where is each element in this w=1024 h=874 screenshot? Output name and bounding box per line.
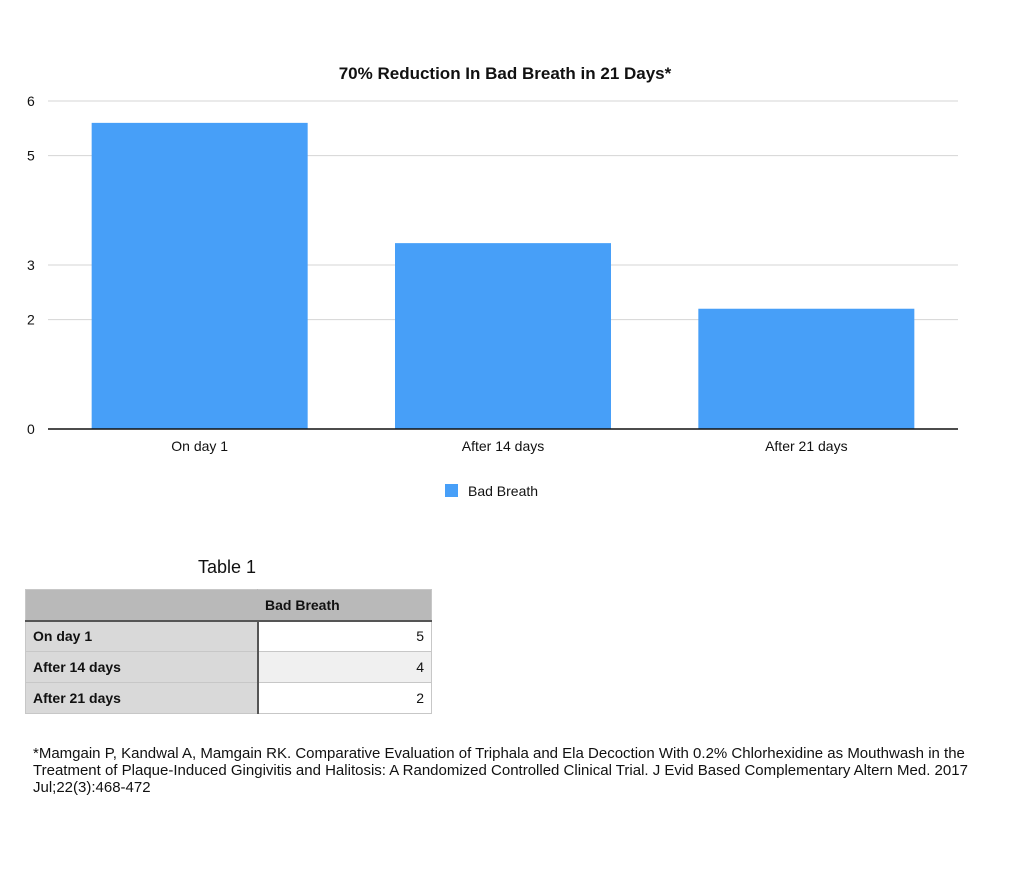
bar (395, 243, 611, 429)
x-axis-labels: On day 1 After 14 days After 21 days (171, 438, 847, 454)
table-header-row: Bad Breath (25, 589, 432, 622)
x-category-label: After 14 days (462, 438, 545, 454)
y-tick-label: 0 (27, 421, 35, 437)
bar (91, 122, 308, 429)
y-tick-label: 5 (27, 148, 35, 164)
table-row: On day 1 5 (25, 620, 432, 652)
table-cell-value: 2 (257, 682, 432, 714)
data-table: Bad Breath On day 1 5 After 14 days 4 Af… (25, 589, 432, 714)
table-row-label: On day 1 (25, 620, 259, 652)
table-corner-cell (25, 589, 258, 622)
legend-swatch-bad-breath (445, 484, 458, 497)
legend: Bad Breath (445, 483, 538, 499)
table-row-label: After 21 days (25, 682, 259, 714)
x-category-label: On day 1 (171, 438, 228, 454)
bar (698, 308, 915, 429)
y-tick-label: 3 (27, 257, 35, 273)
bars (91, 122, 915, 429)
x-category-label: After 21 days (765, 438, 848, 454)
table-row: After 21 days 2 (25, 682, 432, 714)
table-row: After 14 days 4 (25, 651, 432, 683)
bar-chart: 70% Reduction In Bad Breath in 21 Days* … (27, 64, 958, 499)
table-caption: Table 1 (198, 557, 257, 577)
y-tick-label: 6 (27, 93, 35, 109)
table-row-label: After 14 days (25, 651, 259, 683)
y-tick-label: 2 (27, 312, 35, 328)
citation-footnote: *Mamgain P, Kandwal A, Mamgain RK. Compa… (33, 745, 968, 796)
y-axis-ticks: 0 2 3 5 6 (27, 93, 35, 437)
table-cell-value: 5 (257, 620, 432, 652)
legend-label-bad-breath: Bad Breath (468, 483, 538, 499)
chart-title: 70% Reduction In Bad Breath in 21 Days* (339, 64, 672, 83)
table-column-header: Bad Breath (257, 589, 432, 622)
table-cell-value: 4 (257, 651, 432, 683)
